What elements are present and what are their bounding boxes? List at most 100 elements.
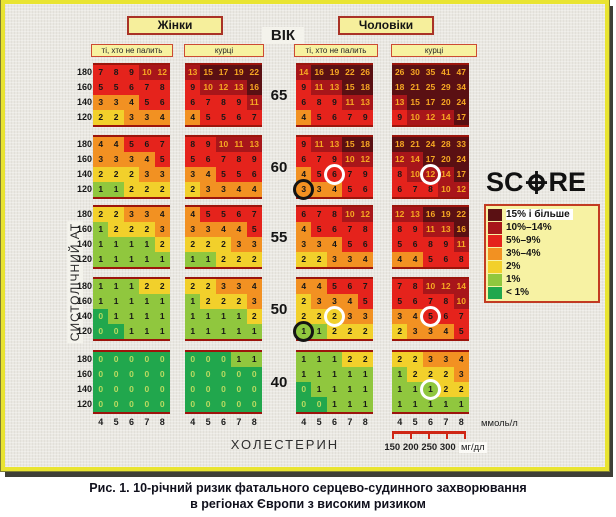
score-logo: SC RE <box>486 167 606 197</box>
risk-cell: 0 <box>231 367 247 382</box>
risk-cell: 4 <box>311 279 327 294</box>
cholesterol-tick-5: 5 <box>412 417 418 427</box>
risk-cell: 7 <box>392 279 408 294</box>
sbp-tick-180-age-50: 180 <box>76 281 92 291</box>
cholesterol-tick-7: 7 <box>144 417 150 427</box>
risk-cell: 2 <box>139 222 155 237</box>
risk-cell: 17 <box>422 95 439 110</box>
legend-item-label: 15% і більше <box>506 209 573 220</box>
risk-cell: 6 <box>200 152 216 167</box>
risk-cell: 7 <box>453 309 469 324</box>
cholesterol-tick-8: 8 <box>251 417 257 427</box>
risk-cell: 0 <box>185 382 201 397</box>
risk-cell: 4 <box>185 207 201 222</box>
risk-cell: 1 <box>185 294 201 309</box>
target-icon <box>525 170 547 194</box>
cholesterol-tick-6: 6 <box>427 417 433 427</box>
risk-cell: 0 <box>200 367 216 382</box>
risk-cell: 29 <box>438 80 454 95</box>
risk-cell: 1 <box>296 367 312 382</box>
risk-cell: 14 <box>438 167 454 182</box>
highlight-circle-men-nonsmoker-age-60 <box>324 164 345 185</box>
risk-cell: 11 <box>231 137 247 152</box>
risk-cell: 7 <box>342 222 358 237</box>
highlight-circle-men-smoker-age-50 <box>420 306 441 327</box>
risk-cell: 4 <box>357 252 373 267</box>
risk-cell: 0 <box>246 367 262 382</box>
risk-cell: 6 <box>357 182 373 197</box>
risk-cell: 5 <box>215 167 232 182</box>
risk-cell: 30 <box>407 65 423 80</box>
risk-cell: 1 <box>108 294 124 309</box>
risk-cell: 2 <box>123 222 140 237</box>
sbp-tick-180-age-60: 180 <box>76 139 92 149</box>
risk-cell: 1 <box>246 352 262 367</box>
sbp-tick-140-age-60: 140 <box>76 169 92 179</box>
risk-cell: 14 <box>453 279 469 294</box>
risk-cell: 10 <box>215 137 232 152</box>
risk-cell: 9 <box>296 137 312 152</box>
cholesterol-tick-5: 5 <box>205 417 211 427</box>
mmol-unit-label: ммоль/л <box>481 418 518 429</box>
risk-cell: 1 <box>139 237 155 252</box>
risk-cell: 0 <box>185 397 201 412</box>
risk-cell: 0 <box>93 309 109 324</box>
risk-cell: 1 <box>392 382 408 397</box>
risk-cell: 9 <box>438 237 454 252</box>
risk-cell: 5 <box>139 95 155 110</box>
risk-cell: 1 <box>392 367 408 382</box>
risk-grid-women-smoker-age-65: 13 15 17 19 22 9 10 12 13 16 6 7 8 9 11 4 5 5 6 7 <box>185 63 262 127</box>
sbp-tick-120-age-50: 120 <box>76 326 92 336</box>
risk-cell: 2 <box>246 309 262 324</box>
risk-cell: 0 <box>139 367 155 382</box>
risk-cell: 1 <box>93 222 109 237</box>
risk-cell: 3 <box>139 207 155 222</box>
men-nonsmoker-header: ті, хто не палить <box>294 44 378 57</box>
risk-cell: 1 <box>139 252 155 267</box>
risk-cell: 1 <box>311 382 327 397</box>
risk-cell: 14 <box>407 152 423 167</box>
risk-cell: 6 <box>438 252 454 267</box>
risk-grid-men-smoker-age-65: 26 30 35 41 47 18 21 25 29 34 13 15 17 20 24 9 10 12 14 17 <box>392 63 469 127</box>
risk-cell: 1 <box>185 324 201 339</box>
risk-cell: 12 <box>422 110 439 125</box>
risk-cell: 1 <box>154 324 170 339</box>
risk-cell: 12 <box>438 279 454 294</box>
risk-cell: 1 <box>108 237 124 252</box>
risk-cell: 1 <box>185 252 201 267</box>
risk-cell: 2 <box>108 110 124 125</box>
women-nonsmoker-header: ті, хто не палить <box>91 44 173 57</box>
risk-cell: 3 <box>231 237 247 252</box>
score-logo-text-left: SC <box>486 166 524 197</box>
legend-color-chip <box>488 273 502 286</box>
risk-cell: 1 <box>453 397 469 412</box>
risk-cell: 8 <box>438 294 454 309</box>
age-label-55: 55 <box>270 229 288 246</box>
age-label-50: 50 <box>270 301 288 318</box>
risk-cell: 16 <box>311 65 327 80</box>
risk-cell: 6 <box>357 237 373 252</box>
score-logo-text-right: RE <box>548 166 587 197</box>
risk-cell: 4 <box>326 182 343 197</box>
risk-cell: 0 <box>215 382 232 397</box>
risk-cell: 2 <box>311 252 327 267</box>
risk-cell: 1 <box>108 309 124 324</box>
risk-cell: 0 <box>154 367 170 382</box>
risk-cell: 12 <box>453 182 469 197</box>
risk-cell: 4 <box>453 352 469 367</box>
age-column-header: ВІК <box>262 27 304 44</box>
risk-cell: 2 <box>215 252 232 267</box>
risk-cell: 2 <box>93 207 109 222</box>
risk-cell: 3 <box>311 294 327 309</box>
risk-cell: 14 <box>438 110 454 125</box>
risk-cell: 3 <box>154 167 170 182</box>
risk-cell: 7 <box>407 182 423 197</box>
risk-cell: 17 <box>453 167 469 182</box>
risk-cell: 2 <box>357 352 373 367</box>
risk-cell: 8 <box>422 182 439 197</box>
risk-cell: 2 <box>311 309 327 324</box>
risk-cell: 8 <box>422 237 439 252</box>
risk-cell: 22 <box>342 65 358 80</box>
legend-color-chip <box>488 234 502 247</box>
